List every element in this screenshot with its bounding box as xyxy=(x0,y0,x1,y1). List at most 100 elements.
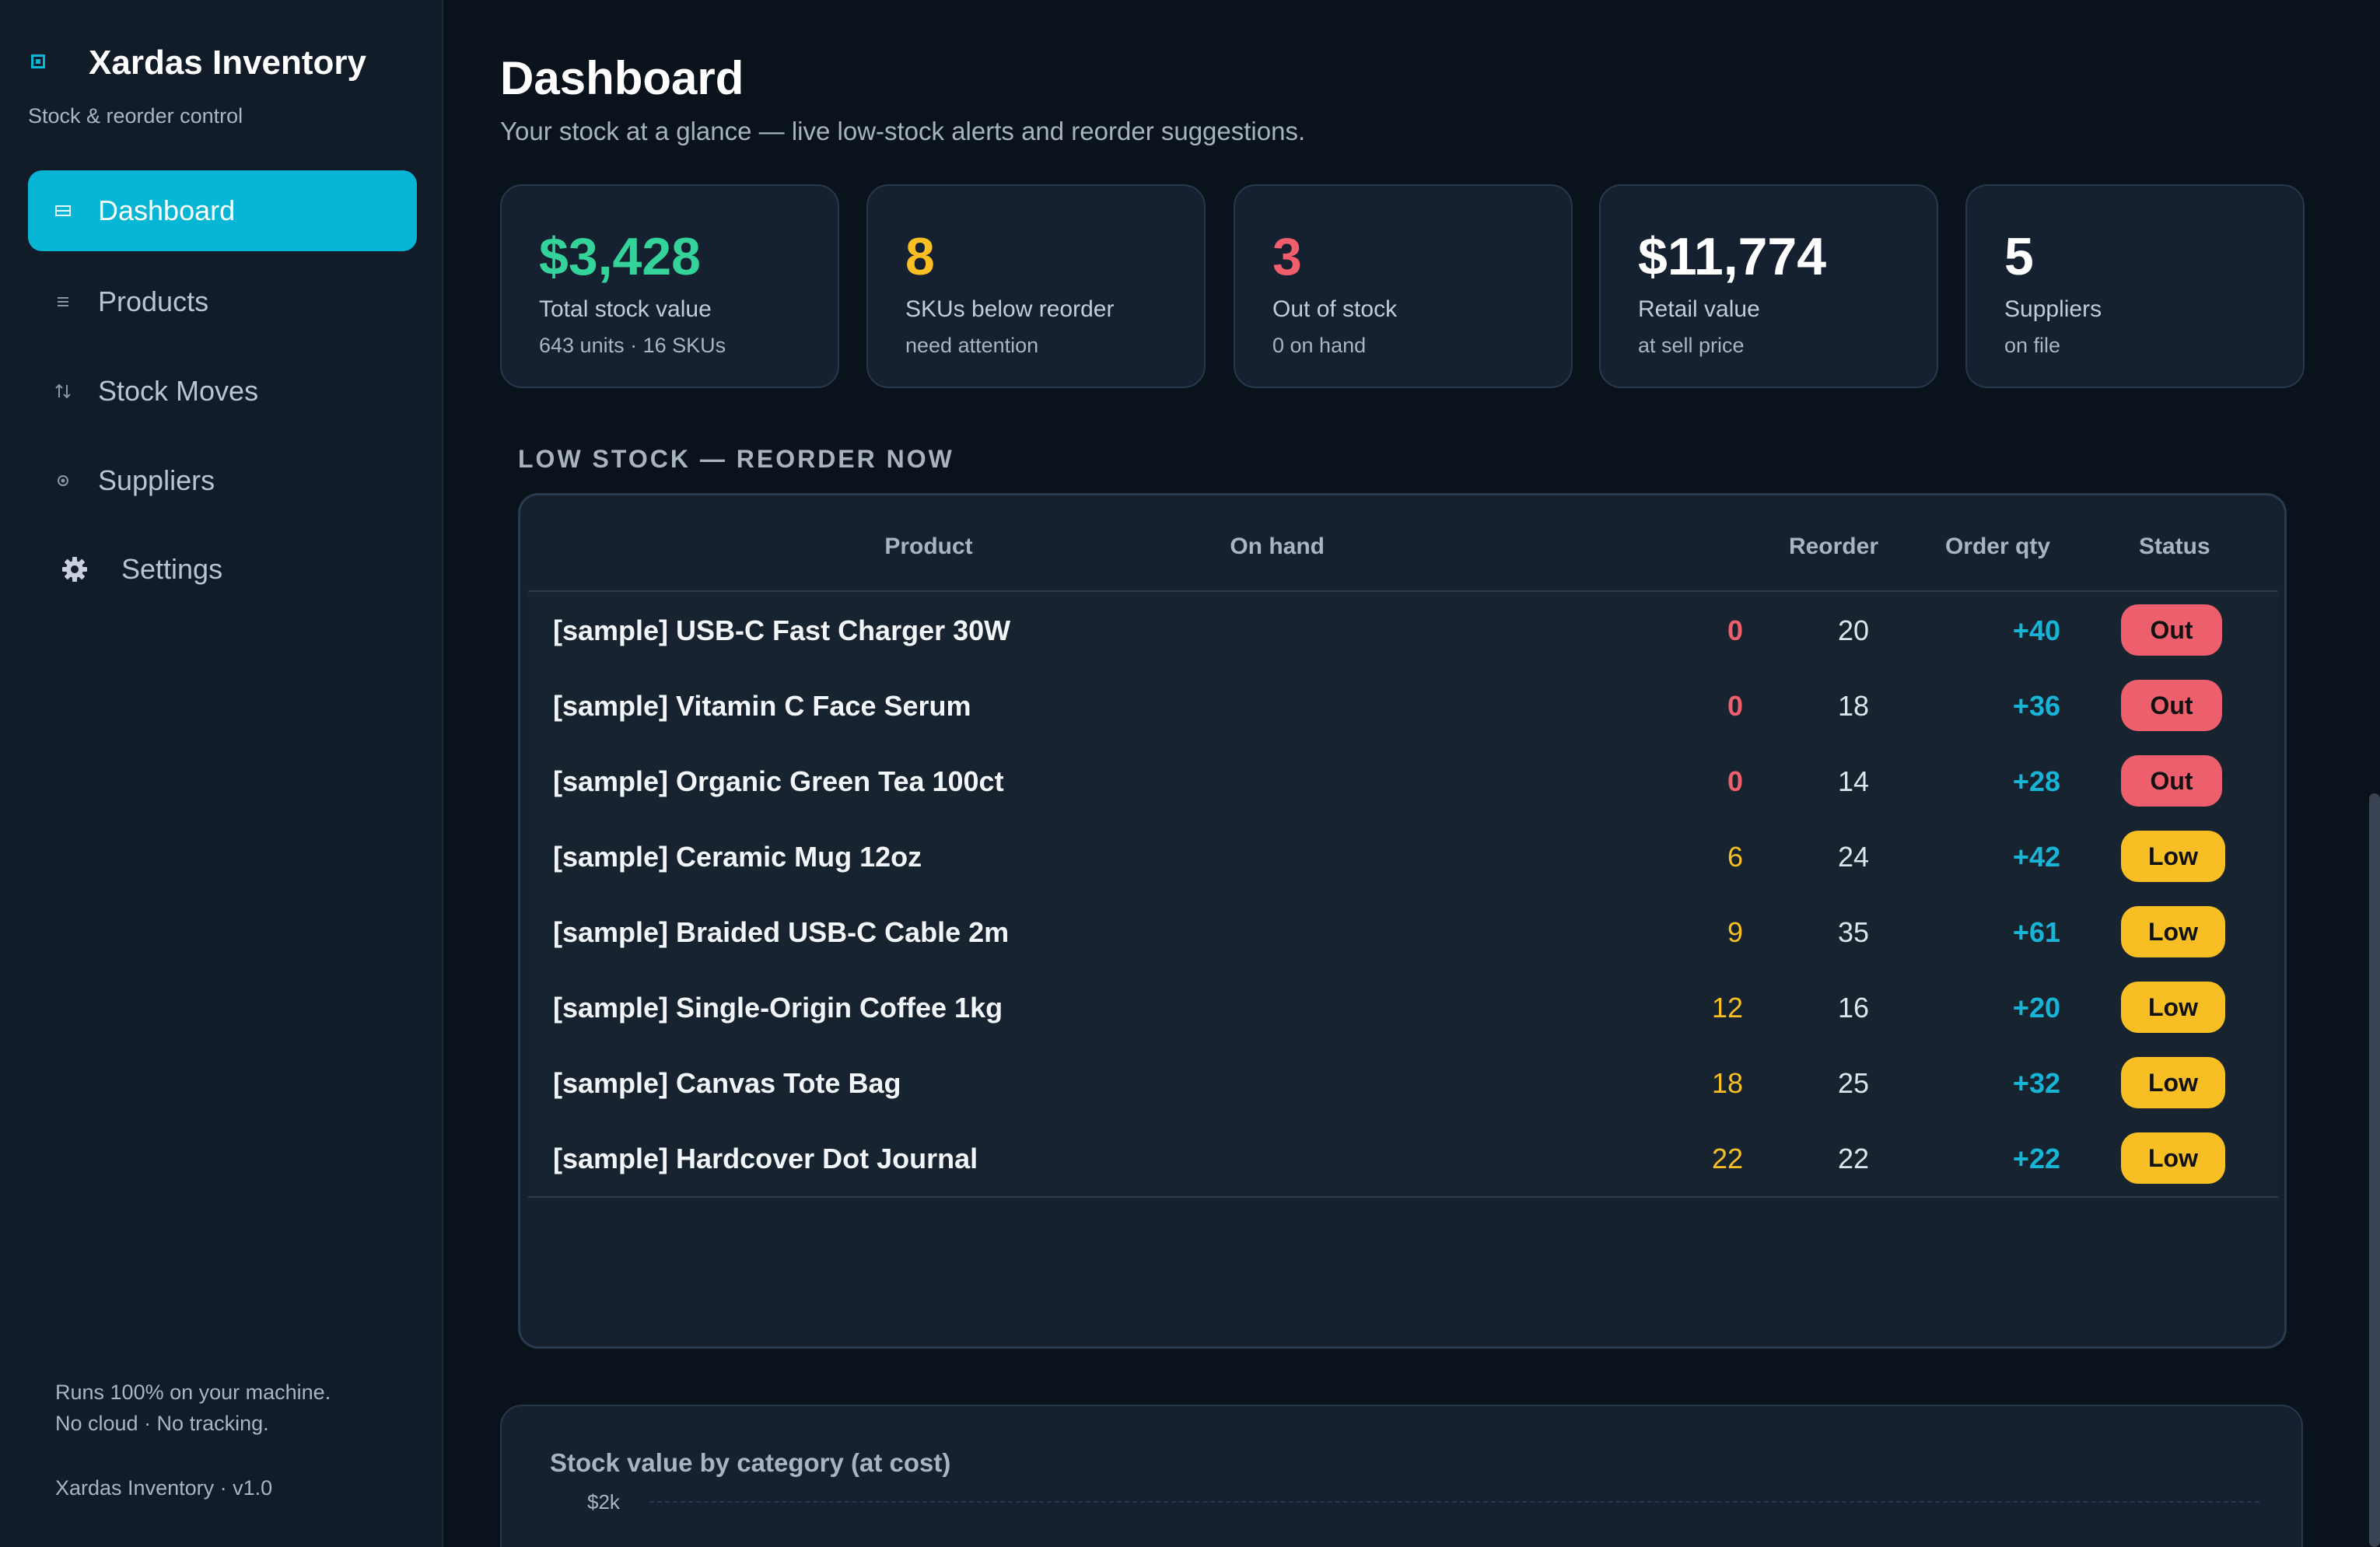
logo-icon xyxy=(31,54,45,68)
on-hand-value: 6 xyxy=(1727,841,1743,873)
reorder-value: 16 xyxy=(1837,992,1869,1024)
y-tick-label: $2k xyxy=(587,1490,620,1514)
privacy-line-2: No cloud · No tracking. xyxy=(55,1412,269,1435)
status-badge: Low xyxy=(2121,1057,2225,1108)
product-name: [sample] Single-Origin Coffee 1kg xyxy=(553,992,1003,1024)
arrows-up-down-icon xyxy=(28,382,98,401)
table-row[interactable]: [sample] Organic Green Tea 100ct 0 14 +28 Ou… xyxy=(528,744,2278,821)
reorder-value: 35 xyxy=(1837,916,1869,948)
order-qty-value: +61 xyxy=(2012,916,2060,948)
column-header-on-hand[interactable]: On hand xyxy=(1230,534,1325,559)
sidebar-item-label: Products xyxy=(98,285,209,317)
sidebar-item-label: Stock Moves xyxy=(98,375,259,407)
chart-title: Stock value by category (at cost) xyxy=(550,1448,951,1477)
on-hand-value: 18 xyxy=(1711,1067,1743,1099)
reorder-value: 20 xyxy=(1837,614,1869,646)
kpi-value: $11,774 xyxy=(1638,227,1827,286)
status-badge: Out xyxy=(2121,680,2222,731)
kpi-sub: need attention xyxy=(905,334,1039,357)
kpi-card-stock-value: $3,428 Total stock value 643 units · 16 … xyxy=(500,184,839,388)
low-stock-table: Product On hand Reorder Order qty Status… xyxy=(518,493,2287,1349)
product-name: [sample] USB-C Fast Charger 30W xyxy=(553,614,1011,646)
kpi-label: SKUs below reorder xyxy=(905,296,1115,322)
table-row[interactable]: [sample] Canvas Tote Bag 18 25 +32 Low xyxy=(528,1045,2278,1122)
reorder-value: 24 xyxy=(1837,841,1869,873)
product-name: [sample] Canvas Tote Bag xyxy=(553,1067,901,1099)
on-hand-value: 0 xyxy=(1727,765,1743,797)
status-badge: Low xyxy=(2121,1132,2225,1184)
product-name: [sample] Ceramic Mug 12oz xyxy=(553,841,922,873)
kpi-sub: 643 units · 16 SKUs xyxy=(539,334,726,357)
status-badge: Low xyxy=(2121,982,2225,1033)
order-qty-value: +36 xyxy=(2012,690,2060,722)
page-scrollbar[interactable] xyxy=(2369,793,2380,1547)
status-badge: Low xyxy=(2121,906,2225,957)
version-label: Xardas Inventory · v1.0 xyxy=(55,1476,273,1500)
kpi-value: 5 xyxy=(2004,227,2034,286)
table-row[interactable]: [sample] Vitamin C Face Serum 0 18 +36 Out xyxy=(528,668,2278,745)
sidebar-item-settings[interactable]: Settings xyxy=(28,529,417,610)
kpi-label: Suppliers xyxy=(2004,296,2102,322)
reorder-value: 14 xyxy=(1837,765,1869,797)
dashboard-icon xyxy=(28,205,98,217)
order-qty-value: +32 xyxy=(2012,1067,2060,1099)
order-qty-value: +28 xyxy=(2012,765,2060,797)
table-header: Product On hand Reorder Order qty Status xyxy=(528,503,2278,592)
column-header-product[interactable]: Product xyxy=(884,534,973,559)
page-subtitle: Your stock at a glance — live low-stock … xyxy=(500,117,1306,145)
privacy-note: Runs 100% on your machine. No cloud · No… xyxy=(55,1377,331,1439)
circle-icon xyxy=(28,474,98,487)
column-header-reorder[interactable]: Reorder xyxy=(1788,534,1878,559)
sidebar-item-stock-moves[interactable]: Stock Moves xyxy=(28,351,417,432)
app-name: Xardas Inventory xyxy=(89,44,367,82)
table-row[interactable]: [sample] USB-C Fast Charger 30W 0 20 +40 Out xyxy=(528,593,2278,670)
kpi-card-retail-value: $11,774 Retail value at sell price xyxy=(1599,184,1938,388)
kpi-value: 8 xyxy=(905,227,935,286)
kpi-card-out-of-stock: 3 Out of stock 0 on hand xyxy=(1234,184,1573,388)
sidebar-item-label: Dashboard xyxy=(98,194,236,226)
sidebar-item-dashboard[interactable]: Dashboard xyxy=(28,170,417,251)
kpi-card-suppliers: 5 Suppliers on file xyxy=(1965,184,2305,388)
sidebar-item-suppliers[interactable]: Suppliers xyxy=(28,440,417,521)
on-hand-value: 12 xyxy=(1711,992,1743,1024)
sidebar-item-label: Suppliers xyxy=(98,464,215,496)
kpi-value: $3,428 xyxy=(539,227,701,286)
kpi-card-below-reorder: 8 SKUs below reorder need attention xyxy=(866,184,1206,388)
kpi-sub: on file xyxy=(2004,334,2061,357)
gridline xyxy=(649,1501,2259,1503)
kpi-label: Out of stock xyxy=(1272,296,1398,322)
low-stock-section-title: LOW STOCK — REORDER NOW xyxy=(518,445,954,473)
status-badge: Low xyxy=(2121,831,2225,882)
kpi-sub: 0 on hand xyxy=(1272,334,1367,357)
table-row[interactable]: [sample] Single-Origin Coffee 1kg 12 16 +20… xyxy=(528,970,2278,1047)
column-header-order-qty[interactable]: Order qty xyxy=(1944,534,2050,559)
gear-icon xyxy=(28,555,121,583)
sidebar-item-products[interactable]: Products xyxy=(28,261,417,342)
column-header-status[interactable]: Status xyxy=(2139,534,2210,559)
order-qty-value: +42 xyxy=(2012,841,2060,873)
list-icon xyxy=(28,296,98,308)
on-hand-value: 22 xyxy=(1711,1143,1743,1174)
sidebar-item-label: Settings xyxy=(121,553,223,585)
on-hand-value: 0 xyxy=(1727,690,1743,722)
reorder-value: 18 xyxy=(1837,690,1869,722)
table-row[interactable]: [sample] Hardcover Dot Journal 22 22 +22 Low xyxy=(528,1121,2278,1198)
status-badge: Out xyxy=(2121,604,2222,656)
product-name: [sample] Organic Green Tea 100ct xyxy=(553,765,1004,797)
order-qty-value: +40 xyxy=(2012,614,2060,646)
app-tagline: Stock & reorder control xyxy=(28,104,243,128)
category-value-chart: Stock value by category (at cost) $2k xyxy=(500,1405,2303,1547)
page-title: Dashboard xyxy=(500,52,744,104)
sidebar: Xardas Inventory Stock & reorder control… xyxy=(0,0,443,1547)
on-hand-value: 9 xyxy=(1727,916,1743,948)
kpi-label: Retail value xyxy=(1638,296,1760,322)
product-name: [sample] Braided USB-C Cable 2m xyxy=(553,916,1010,948)
table-row[interactable]: [sample] Ceramic Mug 12oz 6 24 +42 Low xyxy=(528,819,2278,896)
status-badge: Out xyxy=(2121,755,2222,807)
product-name: [sample] Vitamin C Face Serum xyxy=(553,690,971,722)
order-qty-value: +20 xyxy=(2012,992,2060,1024)
kpi-value: 3 xyxy=(1272,227,1302,286)
table-row[interactable]: [sample] Braided USB-C Cable 2m 9 35 +61 Low xyxy=(528,894,2278,971)
kpi-sub: at sell price xyxy=(1638,334,1745,357)
